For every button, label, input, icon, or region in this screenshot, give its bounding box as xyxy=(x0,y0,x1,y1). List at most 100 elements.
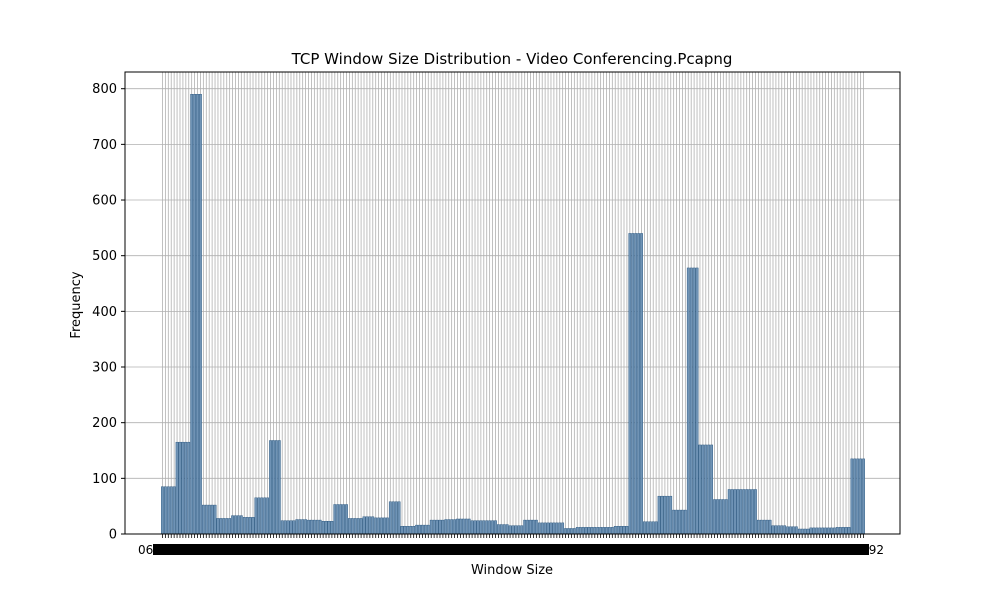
bar xyxy=(721,499,725,535)
bar xyxy=(321,520,325,535)
bar xyxy=(543,522,547,535)
bar xyxy=(827,527,830,535)
bar xyxy=(759,519,763,535)
bar xyxy=(660,495,664,535)
bar xyxy=(640,233,643,535)
bar xyxy=(774,525,778,535)
bar xyxy=(275,440,278,535)
bar xyxy=(856,458,860,535)
bar xyxy=(207,504,211,535)
bar xyxy=(193,94,196,535)
bar xyxy=(386,517,389,535)
bar xyxy=(832,527,836,535)
bar xyxy=(491,520,494,535)
bar xyxy=(800,528,804,535)
bar xyxy=(733,489,737,535)
bar xyxy=(380,517,383,535)
bar xyxy=(301,519,305,535)
bar xyxy=(426,524,430,535)
bar xyxy=(806,528,810,535)
x-tick-labels-overlap xyxy=(153,544,869,555)
y-tick-label: 300 xyxy=(92,361,117,376)
bar xyxy=(853,458,857,535)
bar xyxy=(850,458,854,535)
bar xyxy=(359,518,363,535)
bar xyxy=(283,520,287,535)
bar xyxy=(572,528,576,535)
bar xyxy=(464,518,468,535)
bar xyxy=(438,519,442,535)
bar xyxy=(502,524,506,535)
bar xyxy=(473,520,477,535)
bar xyxy=(757,519,760,535)
bar xyxy=(730,489,734,535)
bar xyxy=(286,520,290,535)
bar xyxy=(406,526,410,535)
bar xyxy=(578,527,582,535)
bar xyxy=(409,526,413,535)
bar xyxy=(520,525,524,535)
bar xyxy=(672,509,676,535)
bar xyxy=(435,519,439,535)
bar xyxy=(353,518,357,535)
bar xyxy=(754,489,757,535)
bar xyxy=(780,525,784,535)
bar xyxy=(432,519,436,535)
bar xyxy=(532,519,535,535)
bar xyxy=(222,518,226,535)
bar xyxy=(838,527,842,535)
bar xyxy=(613,526,617,535)
bar xyxy=(166,486,170,535)
bar xyxy=(289,520,293,535)
bar xyxy=(605,527,608,535)
bar xyxy=(789,526,792,535)
bar xyxy=(421,524,424,535)
bar xyxy=(368,516,372,535)
bar xyxy=(295,519,299,535)
bar xyxy=(511,525,515,535)
bar xyxy=(587,527,591,535)
bar xyxy=(765,519,769,535)
bar xyxy=(625,526,629,535)
bar xyxy=(830,527,833,535)
bar xyxy=(310,519,313,535)
bar xyxy=(862,458,865,535)
bar xyxy=(298,519,302,535)
bar xyxy=(698,444,702,535)
bar xyxy=(383,517,386,535)
bar xyxy=(818,527,822,535)
bar xyxy=(272,440,275,535)
bar xyxy=(333,504,337,535)
bar xyxy=(225,518,229,535)
bar xyxy=(415,524,418,535)
bar xyxy=(581,527,585,535)
bar xyxy=(558,522,562,535)
bar xyxy=(529,519,532,535)
bar xyxy=(187,441,191,535)
bar xyxy=(190,94,194,535)
bar xyxy=(570,528,573,535)
bar xyxy=(461,518,465,535)
bar xyxy=(514,525,518,535)
bar xyxy=(859,458,862,535)
bar xyxy=(768,519,772,535)
bar xyxy=(175,441,179,535)
bar xyxy=(172,486,176,535)
bar xyxy=(508,525,512,535)
y-tick-label: 400 xyxy=(92,305,117,320)
bar xyxy=(444,519,448,535)
bar xyxy=(234,515,237,535)
bar xyxy=(324,520,328,535)
bar xyxy=(809,527,813,535)
bar xyxy=(330,520,334,535)
bar xyxy=(637,233,640,535)
bar xyxy=(371,516,375,535)
bar xyxy=(497,524,500,535)
bar xyxy=(678,509,681,535)
bar xyxy=(304,519,307,535)
bar xyxy=(391,501,395,535)
bar xyxy=(669,495,673,535)
bar xyxy=(204,504,208,535)
bar xyxy=(648,521,652,535)
